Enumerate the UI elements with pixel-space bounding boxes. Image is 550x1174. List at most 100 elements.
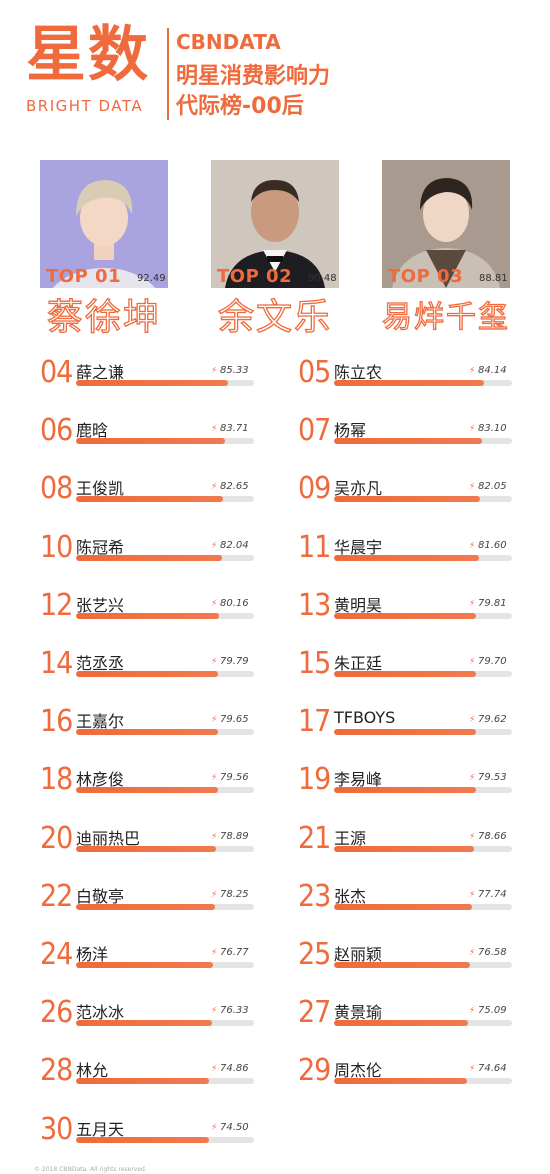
lightning-bolt-icon: ⚡ bbox=[469, 832, 476, 842]
score-bar bbox=[334, 613, 476, 619]
score-label: 74.86 bbox=[220, 1063, 249, 1074]
lightning-bolt-icon: ⚡ bbox=[469, 366, 476, 376]
score-bar-track bbox=[76, 1078, 254, 1084]
score-bar-track bbox=[334, 1020, 512, 1026]
score-label: 79.56 bbox=[220, 772, 249, 783]
rank-row: 21 王源 ⚡ 78.66 bbox=[298, 821, 528, 866]
top-name: 余文乐 bbox=[217, 296, 332, 338]
score-label: 77.74 bbox=[478, 889, 507, 900]
score-bar-track bbox=[334, 729, 512, 735]
rank-number: 23 bbox=[298, 879, 331, 914]
lightning-bolt-icon: ⚡ bbox=[211, 832, 218, 842]
rank-number: 09 bbox=[298, 471, 331, 506]
rank-row: 11 华晨宇 ⚡ 81.60 bbox=[298, 530, 528, 575]
score-bar bbox=[334, 904, 472, 910]
rank-row: 14 范丞丞 ⚡ 79.79 bbox=[40, 646, 270, 691]
score-label: 79.53 bbox=[478, 772, 507, 783]
score-bar bbox=[334, 962, 470, 968]
lightning-bolt-icon: ⚡ bbox=[211, 482, 218, 492]
lightning-bolt-icon: ⚡ bbox=[469, 948, 476, 958]
top-score: 92.49 bbox=[137, 273, 166, 284]
celebrity-name: 王俊凯 bbox=[76, 479, 125, 498]
rank-number: 04 bbox=[40, 355, 73, 390]
lightning-bolt-icon: ⚡ bbox=[469, 424, 476, 434]
score-bar-track bbox=[334, 904, 512, 910]
score-bar bbox=[76, 380, 228, 386]
lightning-bolt-icon: ⚡ bbox=[211, 715, 218, 725]
top-name: 蔡徐坤 bbox=[46, 296, 161, 338]
lightning-bolt-icon: ⚡ bbox=[211, 1006, 218, 1016]
top-card-1: TOP 01 92.49 蔡徐坤 bbox=[40, 160, 168, 339]
rank-number: 27 bbox=[298, 995, 331, 1030]
rank-number: 16 bbox=[40, 704, 73, 739]
rank-row: 07 杨幂 ⚡ 83.10 bbox=[298, 413, 528, 458]
rank-row: 17 TFBOYS ⚡ 79.62 bbox=[298, 704, 528, 749]
top-card-3: TOP 03 88.81 易烊千玺 bbox=[381, 160, 510, 336]
score-label: 79.81 bbox=[478, 598, 507, 609]
lightning-bolt-icon: ⚡ bbox=[469, 890, 476, 900]
score-bar bbox=[334, 787, 476, 793]
top-card-2: TOP 02 90.48 余文乐 bbox=[211, 160, 339, 339]
rank-number: 15 bbox=[298, 646, 331, 681]
score-label: 78.66 bbox=[478, 831, 507, 842]
celebrity-name: 王嘉尔 bbox=[76, 712, 125, 731]
score-label: 74.50 bbox=[220, 1122, 249, 1133]
rank-number: 26 bbox=[40, 995, 73, 1030]
rank-row: 10 陈冠希 ⚡ 82.04 bbox=[40, 530, 270, 575]
score-bar bbox=[334, 438, 482, 444]
rank-row: 30 五月天 ⚡ 74.50 bbox=[40, 1112, 270, 1157]
score-bar-track bbox=[334, 671, 512, 677]
score-bar-track bbox=[76, 438, 254, 444]
score-bar-track bbox=[76, 496, 254, 502]
top-rank-label: TOP 02 bbox=[217, 266, 293, 287]
score-bar bbox=[76, 904, 215, 910]
score-bar-track bbox=[334, 787, 512, 793]
rank-row: 25 赵丽颖 ⚡ 76.58 bbox=[298, 937, 528, 982]
rank-number: 18 bbox=[40, 762, 73, 797]
celebrity-name: 张艺兴 bbox=[76, 596, 125, 615]
celebrity-name: 杨洋 bbox=[76, 945, 109, 964]
avatar-photo bbox=[382, 160, 510, 288]
score-bar bbox=[334, 496, 480, 502]
rank-number: 08 bbox=[40, 471, 73, 506]
rank-row: 29 周杰伦 ⚡ 74.64 bbox=[298, 1053, 528, 1098]
page-title-line1: 明星消费影响力 bbox=[176, 64, 331, 89]
score-bar bbox=[76, 962, 213, 968]
celebrity-name: 周杰伦 bbox=[334, 1061, 383, 1080]
rank-row: 09 吴亦凡 ⚡ 82.05 bbox=[298, 471, 528, 516]
lightning-bolt-icon: ⚡ bbox=[469, 1064, 476, 1074]
score-bar-track bbox=[334, 380, 512, 386]
lightning-bolt-icon: ⚡ bbox=[469, 715, 476, 725]
celebrity-name: 鹿晗 bbox=[76, 421, 109, 440]
score-bar bbox=[76, 555, 222, 561]
score-label: 84.14 bbox=[478, 365, 507, 376]
score-bar bbox=[76, 1078, 209, 1084]
rank-number: 07 bbox=[298, 413, 331, 448]
lightning-bolt-icon: ⚡ bbox=[211, 599, 218, 609]
brand-title: 星数 bbox=[26, 20, 150, 90]
score-label: 85.33 bbox=[220, 365, 249, 376]
rank-number: 30 bbox=[40, 1112, 73, 1147]
rank-row: 18 林彦俊 ⚡ 79.56 bbox=[40, 762, 270, 807]
score-bar-track bbox=[76, 555, 254, 561]
score-bar-track bbox=[334, 438, 512, 444]
score-label: 81.60 bbox=[478, 540, 507, 551]
score-bar-track bbox=[334, 555, 512, 561]
score-bar-track bbox=[76, 787, 254, 793]
score-bar bbox=[334, 555, 479, 561]
score-bar bbox=[76, 846, 216, 852]
celebrity-name: 李易峰 bbox=[334, 770, 383, 789]
score-label: 79.79 bbox=[220, 656, 249, 667]
score-bar-track bbox=[334, 962, 512, 968]
score-label: 83.71 bbox=[220, 423, 249, 434]
score-bar-track bbox=[76, 729, 254, 735]
lightning-bolt-icon: ⚡ bbox=[211, 541, 218, 551]
lightning-bolt-icon: ⚡ bbox=[469, 657, 476, 667]
score-label: 79.65 bbox=[220, 714, 249, 725]
score-bar-track bbox=[76, 962, 254, 968]
score-bar bbox=[334, 846, 474, 852]
rank-row: 24 杨洋 ⚡ 76.77 bbox=[40, 937, 270, 982]
rank-row: 04 薛之谦 ⚡ 85.33 bbox=[40, 355, 270, 400]
lightning-bolt-icon: ⚡ bbox=[211, 424, 218, 434]
rank-number: 19 bbox=[298, 762, 331, 797]
